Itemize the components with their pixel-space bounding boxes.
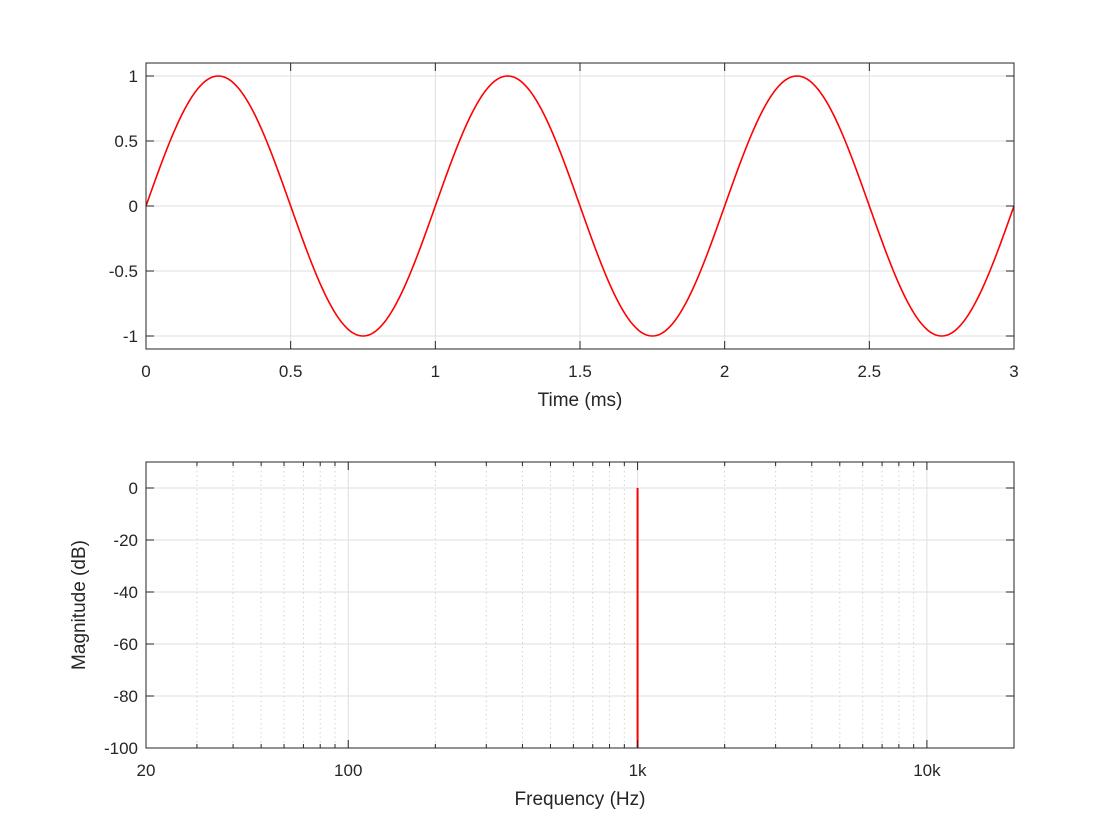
freq-plot-frame — [145, 461, 1015, 749]
freq-y-tick-label: -40 — [113, 583, 138, 602]
freq-ticks — [145, 462, 1014, 749]
time-y-tick-label: 1 — [129, 67, 138, 86]
time-x-tick-label: 2.5 — [858, 362, 882, 381]
time-y-tick-label: -0.5 — [109, 262, 138, 281]
time-x-tick-label: 1 — [431, 362, 440, 381]
time-y-tick-label: 0.5 — [114, 132, 138, 151]
freq-x-tick-label: 100 — [334, 761, 362, 780]
time-x-tick-label: 2 — [720, 362, 729, 381]
freq-y-tick-label: 0 — [129, 479, 138, 498]
freq-y-tick-label: -80 — [113, 687, 138, 706]
freq-y-tick-label: -60 — [113, 635, 138, 654]
time-traces — [145, 75, 1015, 337]
freq-x-tick-label: 1k — [629, 761, 647, 780]
time-sine-trace — [145, 75, 1015, 337]
time-domain-plot: 0 0.5 1 1.5 2 2.5 3 1 0.5 0 -0.5 -1 Time (ms) — [109, 62, 1019, 411]
time-y-tick-label: -1 — [123, 327, 138, 346]
time-x-tick-label: 3 — [1009, 362, 1018, 381]
freq-y-tick-label: -100 — [104, 739, 138, 758]
freq-x-tick-label: 20 — [137, 761, 156, 780]
time-x-axis-label: Time (ms) — [538, 390, 623, 411]
freq-x-tick-label: 10k — [913, 761, 941, 780]
freq-y-tick-label: -20 — [113, 531, 138, 550]
time-tick-labels: 0 0.5 1 1.5 2 2.5 3 1 0.5 0 -0.5 -1 — [109, 67, 1019, 381]
freq-y-axis-label: Magnitude (dB) — [69, 540, 90, 670]
time-y-tick-label: 0 — [129, 197, 138, 216]
freq-x-axis-label: Frequency (Hz) — [515, 789, 646, 810]
time-ticks — [145, 63, 1015, 349]
freq-tick-labels: 20 100 1k 10k 0 -20 -40 -60 -80 -100 — [104, 479, 941, 780]
time-x-tick-label: 1.5 — [568, 362, 592, 381]
time-x-tick-label: 0.5 — [279, 362, 303, 381]
time-x-tick-label: 0 — [141, 362, 150, 381]
freq-plot-background — [145, 461, 1015, 749]
frequency-domain-plot: 20 100 1k 10k 0 -20 -40 -60 -80 -100 Frequency (H… — [69, 461, 1015, 810]
